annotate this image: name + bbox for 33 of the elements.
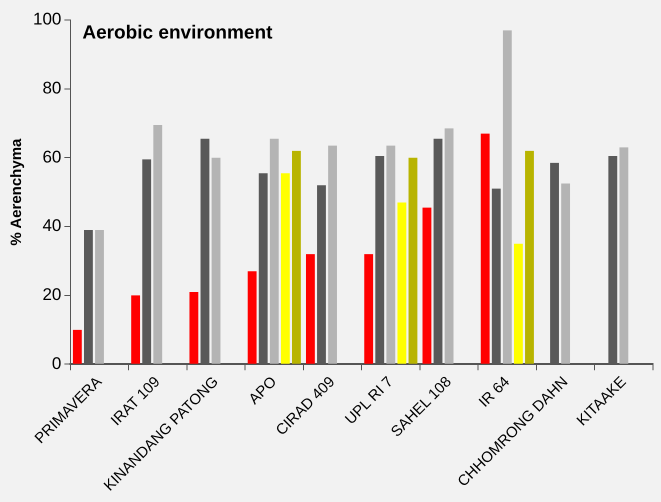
bar [364,254,374,364]
bar [153,124,162,364]
y-tick-label: 60 [42,147,62,166]
bar [502,30,512,364]
bar [397,202,406,364]
bar [95,230,104,364]
bar [444,128,454,364]
bar [328,146,337,364]
bar [189,292,198,364]
bar [292,150,301,364]
bar [270,138,279,364]
y-axis-title: % Aerenchyma [8,138,26,246]
bar [480,134,490,364]
bar [525,150,534,364]
y-tick-label: 20 [42,285,62,304]
x-tick-label: IR 64 [476,373,514,411]
bar [212,158,220,364]
bar [306,254,315,364]
bar [280,173,290,364]
bar [619,147,628,364]
bar [422,208,432,364]
bar [514,244,523,364]
chart-title: Aerobic environment [82,22,274,44]
bar [131,295,140,364]
bar [408,158,418,364]
bar [386,146,396,364]
y-tick-label: 40 [42,216,62,236]
y-tick-label: 100 [32,10,62,29]
y-tick-label: 0 [52,354,62,373]
y-tick-label: 80 [42,78,62,98]
bar [72,330,82,364]
bar [248,271,257,364]
bar [561,184,570,364]
